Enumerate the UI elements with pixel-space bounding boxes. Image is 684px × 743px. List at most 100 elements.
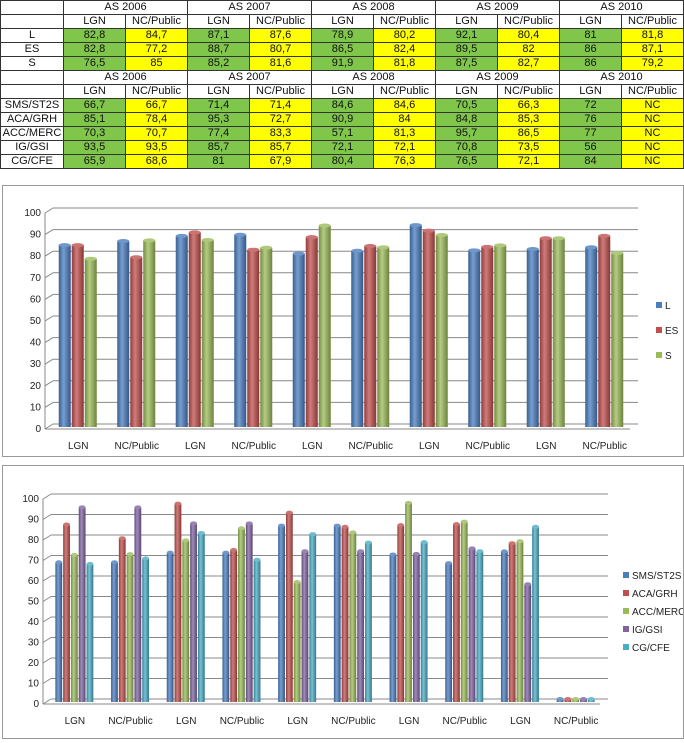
bar-acc-merc — [516, 541, 524, 702]
bar-ig-gsi — [357, 551, 365, 702]
bar-acc-merc — [460, 521, 468, 702]
nc-public-cell: 82,4 — [373, 42, 436, 57]
bar-cg-cfe — [309, 534, 317, 702]
lgn-cell: 70,5 — [435, 98, 498, 113]
subcol-header: NC/Public — [373, 14, 436, 29]
bar-l — [117, 241, 130, 427]
bar-l — [58, 245, 71, 427]
lgn-cell: 70,8 — [435, 140, 498, 155]
nc-public-cell: 78,4 — [125, 112, 188, 127]
bar-top — [460, 519, 468, 524]
bar-top — [247, 247, 260, 252]
year-header: AS 2008 — [311, 0, 436, 15]
bar-top — [357, 549, 365, 554]
chart-1-panel: 0 10 20 30 40 50 60 70 80 90 100 LGN NC/Public LGN NC/… — [2, 185, 684, 457]
table-row: IG/GSI 93,5 93,5 85,7 85,7 72,1 72,1 70,8 73,5 56… — [0, 140, 684, 155]
bar-es — [130, 257, 143, 427]
y-tick-label: 40 — [28, 617, 40, 628]
subcol-header: LGN — [311, 14, 374, 29]
bar-ig-gsi — [190, 523, 197, 702]
lgn-cell: 87,5 — [435, 56, 498, 71]
subcol-header: LGN — [559, 14, 622, 29]
x-tick-label: LGN — [510, 716, 531, 727]
x-tick-label: LGN — [536, 441, 557, 452]
bar-cg-cfe — [197, 532, 205, 702]
bar-es — [247, 249, 260, 427]
subcol-header: LGN — [187, 14, 250, 29]
subcol-header: LGN — [63, 84, 126, 99]
lgn-cell: 76,5 — [435, 154, 498, 169]
nc-public-cell: 77,2 — [125, 42, 188, 57]
gridline-depth — [44, 380, 54, 387]
bar-top — [524, 582, 532, 587]
subcol-header: LGN — [559, 84, 622, 99]
bar-top — [301, 549, 309, 554]
lgn-cell: 66,7 — [63, 98, 126, 113]
nc-public-cell: 73,5 — [497, 140, 560, 155]
bar-aca-grh — [118, 538, 126, 702]
nc-public-cell: 85 — [125, 56, 188, 71]
bar-top — [585, 245, 598, 250]
lgn-cell: 84,6 — [311, 98, 374, 113]
lgn-cell: 76 — [559, 112, 622, 127]
bar-l — [526, 249, 539, 427]
row-label: ACC/MERC — [0, 126, 64, 141]
bar-s — [143, 240, 156, 427]
table-row: ACA/GRH 85,1 78,4 95,3 72,7 90,9 84 84,8 85,3 76 N… — [0, 112, 684, 127]
year-header-row: AS 2006 AS 2007 AS 2008 AS 2009 AS 2010 — [0, 70, 684, 85]
bar-ig-gsi — [134, 507, 142, 702]
bar-sms-st2s — [333, 525, 341, 702]
lgn-cell: 86 — [559, 42, 622, 57]
lgn-cell: 86,5 — [311, 42, 374, 57]
lgn-cell: 56 — [559, 140, 622, 155]
bar-cg-cfe — [532, 526, 539, 702]
bar-es — [539, 238, 552, 427]
x-tick-label: NC/Public — [466, 441, 510, 452]
y-tick-label: 90 — [30, 230, 42, 241]
bar-top — [333, 523, 341, 528]
year-header: AS 2006 — [63, 70, 188, 85]
legend-swatch — [623, 644, 629, 650]
subcol-header: NC/Public — [125, 84, 188, 99]
lgn-cell: 91,9 — [311, 56, 374, 71]
bar-sms-st2s — [278, 525, 285, 702]
lgn-cell: 57,1 — [311, 126, 374, 141]
legend-label: ES — [665, 326, 679, 337]
lgn-cell: 89,5 — [435, 42, 498, 57]
bar-top — [494, 243, 507, 248]
lgn-cell: 84,8 — [435, 112, 498, 127]
bar-top — [70, 552, 78, 557]
bar-top — [341, 524, 349, 529]
y-tick-label: 80 — [28, 535, 40, 546]
bar-top — [422, 228, 435, 233]
bar-aca-grh — [230, 549, 238, 702]
bar-aca-grh — [453, 524, 460, 702]
bar-l — [468, 250, 481, 427]
bar-top — [166, 550, 174, 555]
x-tick-label: LGN — [65, 716, 86, 727]
lgn-cell: 80,4 — [311, 154, 374, 169]
bar-s — [552, 238, 565, 427]
legend-label: ACA/GRH — [632, 589, 678, 600]
subcol-header: NC/Public — [497, 84, 560, 99]
lgn-cell: 85,7 — [187, 140, 250, 155]
bar-acc-merc — [238, 528, 245, 702]
nc-public-cell: 72,1 — [373, 140, 436, 155]
y-tick-label: 20 — [28, 658, 40, 669]
lgn-cell: 95,7 — [435, 126, 498, 141]
bar-top — [572, 697, 580, 701]
y-tick-label: 10 — [30, 402, 42, 413]
row-label: IG/GSI — [0, 140, 64, 155]
bar-top — [84, 256, 97, 261]
y-tick-label: 100 — [24, 208, 41, 219]
gridline-depth — [42, 657, 52, 664]
bar-top — [234, 232, 247, 237]
nc-public-cell: 81,3 — [373, 126, 436, 141]
bar-ig-gsi — [468, 548, 476, 702]
year-header-row: AS 2006 AS 2007 AS 2008 AS 2009 AS 2010 — [0, 0, 684, 15]
year-header: AS 2007 — [187, 70, 312, 85]
bar-s — [611, 252, 624, 427]
bar-aca-grh — [174, 503, 182, 702]
bar-top — [405, 500, 412, 505]
bar-top — [516, 539, 524, 544]
